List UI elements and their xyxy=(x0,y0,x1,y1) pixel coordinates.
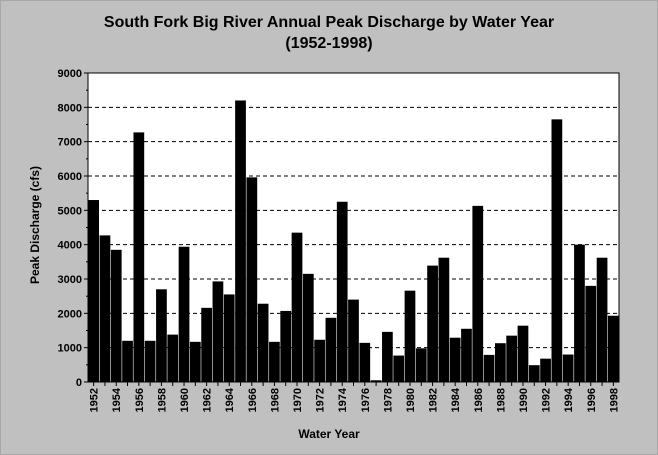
bar xyxy=(506,335,518,382)
x-tick-label: 1988 xyxy=(495,388,507,412)
x-tick-label: 1962 xyxy=(202,388,214,412)
bar xyxy=(370,380,382,382)
y-tick-label: 4000 xyxy=(58,240,82,252)
bar xyxy=(325,317,337,382)
bar xyxy=(517,325,529,382)
x-tick-label: 1968 xyxy=(269,388,281,412)
bar xyxy=(585,285,597,382)
bar xyxy=(235,100,246,382)
x-tick-label: 1976 xyxy=(360,388,372,412)
bar xyxy=(133,132,145,382)
bar xyxy=(382,331,393,382)
bar xyxy=(122,340,133,382)
x-tick-label: 1970 xyxy=(292,388,304,412)
bar xyxy=(472,205,484,382)
y-tick-label: 0 xyxy=(76,377,82,389)
bar xyxy=(574,244,585,382)
x-tick-label: 1994 xyxy=(563,387,575,412)
bar xyxy=(189,341,201,382)
chart-title: South Fork Big River Annual Peak Dischar… xyxy=(103,14,555,31)
bar xyxy=(359,342,371,382)
y-tick-label: 9000 xyxy=(58,68,82,80)
chart-subtitle: (1952-1998) xyxy=(285,35,373,52)
bar xyxy=(562,354,574,382)
x-tick-label: 1952 xyxy=(89,388,101,412)
x-tick-label: 1974 xyxy=(337,387,349,412)
bar xyxy=(540,358,551,382)
bar xyxy=(314,339,325,382)
y-tick-label: 7000 xyxy=(58,137,82,149)
bar xyxy=(99,235,111,382)
bar xyxy=(348,299,359,382)
bar xyxy=(156,289,167,382)
x-tick-label: 1960 xyxy=(179,388,191,412)
x-tick-label: 1986 xyxy=(473,388,485,412)
y-tick-label: 5000 xyxy=(58,205,82,217)
bar xyxy=(336,201,348,382)
bar xyxy=(393,355,405,382)
y-tick-label: 2000 xyxy=(58,308,82,320)
bar xyxy=(178,246,190,382)
bar xyxy=(438,257,450,382)
x-tick-label: 1964 xyxy=(224,387,236,412)
bar xyxy=(483,354,495,382)
y-tick-label: 6000 xyxy=(58,171,82,183)
x-tick-label: 1984 xyxy=(450,387,462,412)
bar xyxy=(528,365,540,382)
x-tick-label: 1980 xyxy=(405,388,417,412)
bar xyxy=(257,303,269,382)
x-tick-label: 1954 xyxy=(111,387,123,412)
bar xyxy=(302,273,314,382)
x-tick-label: 1956 xyxy=(134,388,146,412)
x-tick-label: 1966 xyxy=(247,388,259,412)
y-tick-label: 8000 xyxy=(58,102,82,114)
bar xyxy=(144,340,156,382)
bar xyxy=(291,232,303,382)
x-tick-label: 1996 xyxy=(586,388,598,412)
bar xyxy=(427,265,438,382)
y-tick-label: 1000 xyxy=(58,343,82,355)
y-tick-label: 3000 xyxy=(58,274,82,286)
x-tick-label: 1972 xyxy=(315,388,327,412)
bar xyxy=(461,328,472,382)
bar xyxy=(201,307,212,382)
bar xyxy=(110,249,122,382)
x-axis-label: Water Year xyxy=(298,427,360,441)
x-tick-label: 1998 xyxy=(608,388,620,412)
bar xyxy=(246,177,258,382)
x-tick-label: 1982 xyxy=(428,388,440,412)
x-tick-label: 1990 xyxy=(518,388,530,412)
bar xyxy=(223,294,235,382)
bar xyxy=(269,341,280,382)
bar xyxy=(280,310,292,382)
bar xyxy=(551,119,563,382)
bar xyxy=(212,281,224,382)
bar xyxy=(404,290,416,382)
x-tick-label: 1958 xyxy=(156,388,168,412)
bar xyxy=(596,257,608,382)
bar xyxy=(88,200,100,382)
x-tick-label: 1978 xyxy=(382,388,394,412)
bar xyxy=(167,334,179,382)
bar xyxy=(607,315,619,382)
bar xyxy=(449,337,461,382)
x-tick-label: 1992 xyxy=(541,388,553,412)
bar xyxy=(415,348,427,382)
bar xyxy=(495,343,506,382)
